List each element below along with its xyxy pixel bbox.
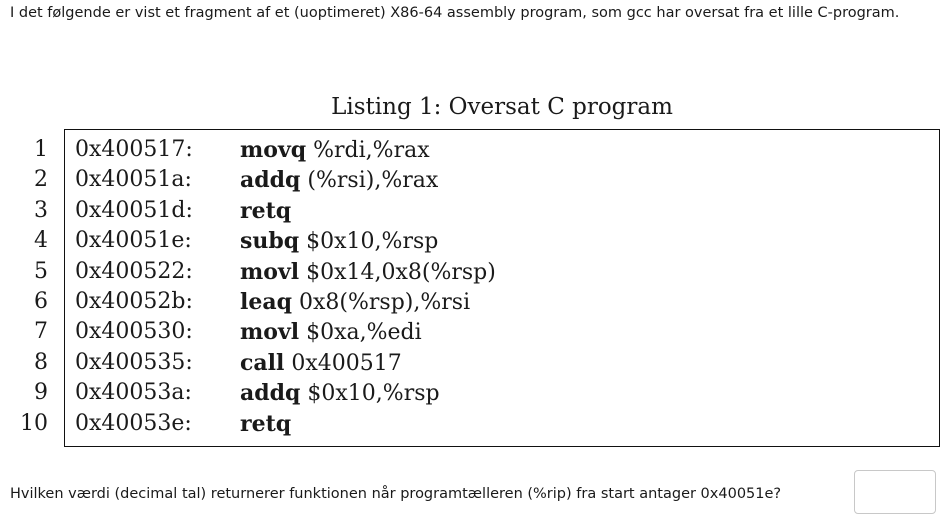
instruction-address: 0x40052b: (75, 289, 193, 314)
line-number: 9 (34, 380, 48, 406)
instruction-operands: 0x400517 (291, 350, 402, 376)
intro-text: I det følgende er vist et fragment af et… (10, 5, 900, 21)
line-number: 6 (34, 289, 48, 314)
instruction-operands: %rdi,%rax (313, 138, 430, 163)
listing-line: 6 0x40052b: leaq 0x8(%rsp),%rsi (0, 287, 944, 317)
instruction: retq (240, 409, 291, 440)
instruction-operands: (%rsi),%rax (307, 168, 439, 194)
instruction-mnemonic: retq (240, 410, 292, 437)
instruction-address: 0x40053a: (75, 380, 192, 406)
instruction: retq (240, 196, 291, 227)
instruction-mnemonic: movl (240, 258, 300, 285)
listing-line: 3 0x40051d: retq (0, 196, 944, 226)
instruction-mnemonic: addq (240, 167, 301, 194)
line-number: 7 (34, 319, 48, 345)
instruction-mnemonic: movl (240, 319, 300, 346)
assembly-listing: 1 0x400517: movq %rdi,%rax 2 0x40051a: addq (… (0, 129, 944, 449)
instruction-operands: $0x10,%rsp (307, 381, 440, 407)
instruction: addq $0x10,%rsp (240, 378, 440, 409)
instruction-operands: 0x8(%rsp),%rsi (299, 290, 471, 315)
line-number: 8 (34, 349, 48, 375)
instruction: leaq 0x8(%rsp),%rsi (240, 287, 470, 318)
listing-line: 1 0x400517: movq %rdi,%rax (0, 135, 944, 165)
instruction-address: 0x40051a: (75, 167, 192, 193)
line-number: 5 (34, 258, 48, 284)
instruction: movq %rdi,%rax (240, 135, 430, 166)
listing-line: 4 0x40051e: subq $0x10,%rsp (0, 226, 944, 256)
instruction-mnemonic: retq (240, 197, 292, 224)
instruction-mnemonic: movq (240, 137, 307, 163)
listing-line: 5 0x400522: movl $0x14,0x8(%rsp) (0, 257, 944, 287)
instruction-address: 0x400522: (75, 258, 193, 284)
instruction-operands: $0xa,%edi (306, 320, 422, 346)
instruction-address: 0x40051d: (75, 197, 193, 223)
line-number: 3 (34, 197, 48, 223)
instruction-address: 0x400535: (75, 349, 193, 375)
listing-line: 8 0x400535: call 0x400517 (0, 348, 944, 378)
instruction-operands: $0x10,%rsp (306, 229, 439, 255)
instruction-address: 0x400530: (75, 319, 193, 345)
instruction-address: 0x400517: (75, 137, 193, 162)
listing-frame (64, 129, 940, 447)
answer-input[interactable] (854, 470, 936, 514)
listing-line: 10 0x40053e: retq (0, 409, 944, 439)
line-number: 2 (34, 167, 48, 193)
instruction: movl $0xa,%edi (240, 317, 422, 348)
instruction: addq (%rsi),%rax (240, 165, 438, 196)
listing-caption: Listing 1: Oversat C program (331, 94, 673, 120)
listing-line: 9 0x40053a: addq $0x10,%rsp (0, 378, 944, 408)
line-number: 4 (34, 228, 48, 254)
instruction-address: 0x40051e: (75, 228, 192, 254)
question-text: Hvilken værdi (decimal tal) returnerer f… (10, 486, 782, 502)
instruction-mnemonic: subq (240, 228, 300, 255)
line-number: 1 (34, 137, 48, 162)
instruction-mnemonic: leaq (240, 289, 292, 315)
instruction-mnemonic: addq (240, 380, 301, 407)
line-number: 10 (20, 410, 48, 436)
listing-line: 7 0x400530: movl $0xa,%edi (0, 317, 944, 347)
listing-line: 2 0x40051a: addq (%rsi),%rax (0, 165, 944, 195)
instruction-operands: $0x14,0x8(%rsp) (306, 259, 496, 285)
instruction: call 0x400517 (240, 348, 402, 379)
instruction-mnemonic: call (240, 349, 285, 376)
instruction: movl $0x14,0x8(%rsp) (240, 257, 496, 288)
instruction: subq $0x10,%rsp (240, 226, 438, 257)
instruction-address: 0x40053e: (75, 410, 192, 436)
